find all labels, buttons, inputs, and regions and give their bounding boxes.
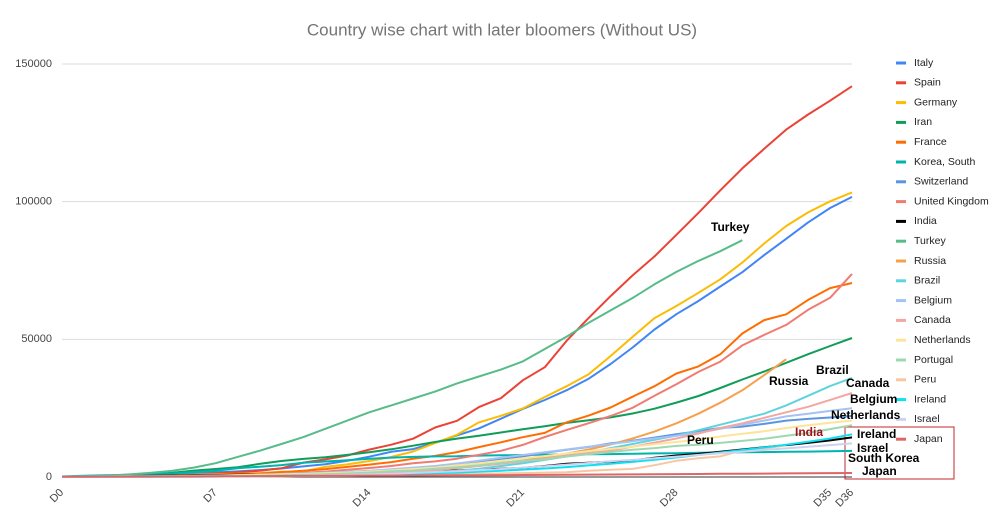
annotation: Netherlands bbox=[831, 408, 901, 422]
legend-label: Korea, South bbox=[914, 156, 975, 168]
y-tick-label: 50000 bbox=[21, 333, 52, 345]
annotation-box bbox=[844, 426, 955, 480]
annotation: Israel bbox=[857, 441, 888, 455]
legend-label: Peru bbox=[914, 374, 936, 386]
annotation: Japan bbox=[862, 464, 897, 478]
series-line bbox=[61, 337, 853, 478]
annotation: South Korea bbox=[848, 451, 920, 465]
annotation: India bbox=[795, 425, 823, 439]
legend-label: Netherlands bbox=[914, 334, 971, 346]
legend-label: Canada bbox=[914, 314, 951, 326]
y-tick-label: 100000 bbox=[15, 196, 52, 208]
annotation: Belgium bbox=[850, 392, 897, 406]
annotation: Russia bbox=[769, 374, 809, 388]
annotation: Ireland bbox=[857, 427, 896, 441]
legend-label: Switzerland bbox=[914, 176, 968, 188]
legend-label: Germany bbox=[914, 96, 958, 108]
legend-label: Belgium bbox=[914, 294, 952, 306]
annotation: Turkey bbox=[711, 220, 750, 234]
legend-label: Iran bbox=[914, 116, 932, 128]
y-tick-label: 0 bbox=[46, 471, 52, 483]
legend-label: Japan bbox=[914, 433, 943, 445]
annotation: Canada bbox=[846, 376, 890, 390]
series-line bbox=[62, 472, 853, 478]
legend-label: Turkey bbox=[914, 235, 946, 247]
legend-label: India bbox=[914, 215, 937, 227]
legend-label: Brazil bbox=[914, 275, 940, 287]
series-line bbox=[61, 239, 743, 478]
legend-label: Portugal bbox=[914, 354, 953, 366]
legend-label: Russia bbox=[914, 255, 946, 267]
legend-label: Ireland bbox=[914, 393, 946, 405]
legend-label: Spain bbox=[914, 77, 941, 89]
legend-label: Italy bbox=[914, 57, 934, 69]
chart-title: Country wise chart with later bloomers (… bbox=[307, 20, 697, 39]
legend-label: France bbox=[914, 136, 947, 148]
annotation: Brazil bbox=[816, 363, 849, 377]
legend-label: United Kingdom bbox=[914, 195, 989, 207]
y-tick-label: 150000 bbox=[15, 58, 52, 70]
annotation: Peru bbox=[687, 433, 714, 447]
legend-label: Israel bbox=[914, 413, 940, 425]
